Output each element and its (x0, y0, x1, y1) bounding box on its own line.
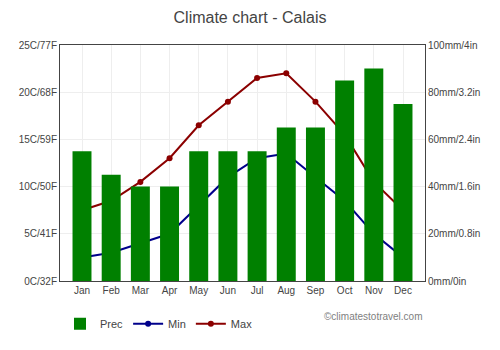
svg-text:Oct: Oct (337, 285, 353, 296)
svg-text:15C/59F: 15C/59F (19, 134, 57, 145)
svg-text:Aug: Aug (277, 285, 295, 296)
svg-text:Min: Min (168, 318, 186, 330)
svg-text:Climate chart - Calais: Climate chart - Calais (174, 9, 327, 26)
svg-text:10C/50F: 10C/50F (19, 181, 57, 192)
svg-text:Jan: Jan (74, 285, 90, 296)
svg-text:Max: Max (231, 318, 252, 330)
svg-text:Nov: Nov (365, 285, 383, 296)
svg-text:©climatestotravel.com: ©climatestotravel.com (324, 311, 423, 322)
svg-text:Sep: Sep (307, 285, 325, 296)
svg-text:Mar: Mar (132, 285, 150, 296)
svg-text:20mm/0.8in: 20mm/0.8in (428, 228, 480, 239)
svg-text:Feb: Feb (103, 285, 121, 296)
svg-text:0mm/0in: 0mm/0in (428, 276, 466, 287)
svg-text:Dec: Dec (394, 285, 412, 296)
svg-text:Jun: Jun (220, 285, 236, 296)
svg-text:40mm/1.6in: 40mm/1.6in (428, 181, 480, 192)
svg-text:5C/41F: 5C/41F (24, 228, 57, 239)
svg-text:Prec: Prec (100, 318, 123, 330)
svg-text:20C/68F: 20C/68F (19, 87, 57, 98)
svg-text:80mm/3.2in: 80mm/3.2in (428, 87, 480, 98)
svg-text:May: May (189, 285, 208, 296)
svg-text:25C/77F: 25C/77F (19, 40, 57, 51)
svg-text:Apr: Apr (162, 285, 178, 296)
svg-text:60mm/2.4in: 60mm/2.4in (428, 134, 480, 145)
svg-text:0C/32F: 0C/32F (24, 276, 57, 287)
svg-text:Jul: Jul (251, 285, 264, 296)
svg-text:100mm/4in: 100mm/4in (428, 40, 477, 51)
